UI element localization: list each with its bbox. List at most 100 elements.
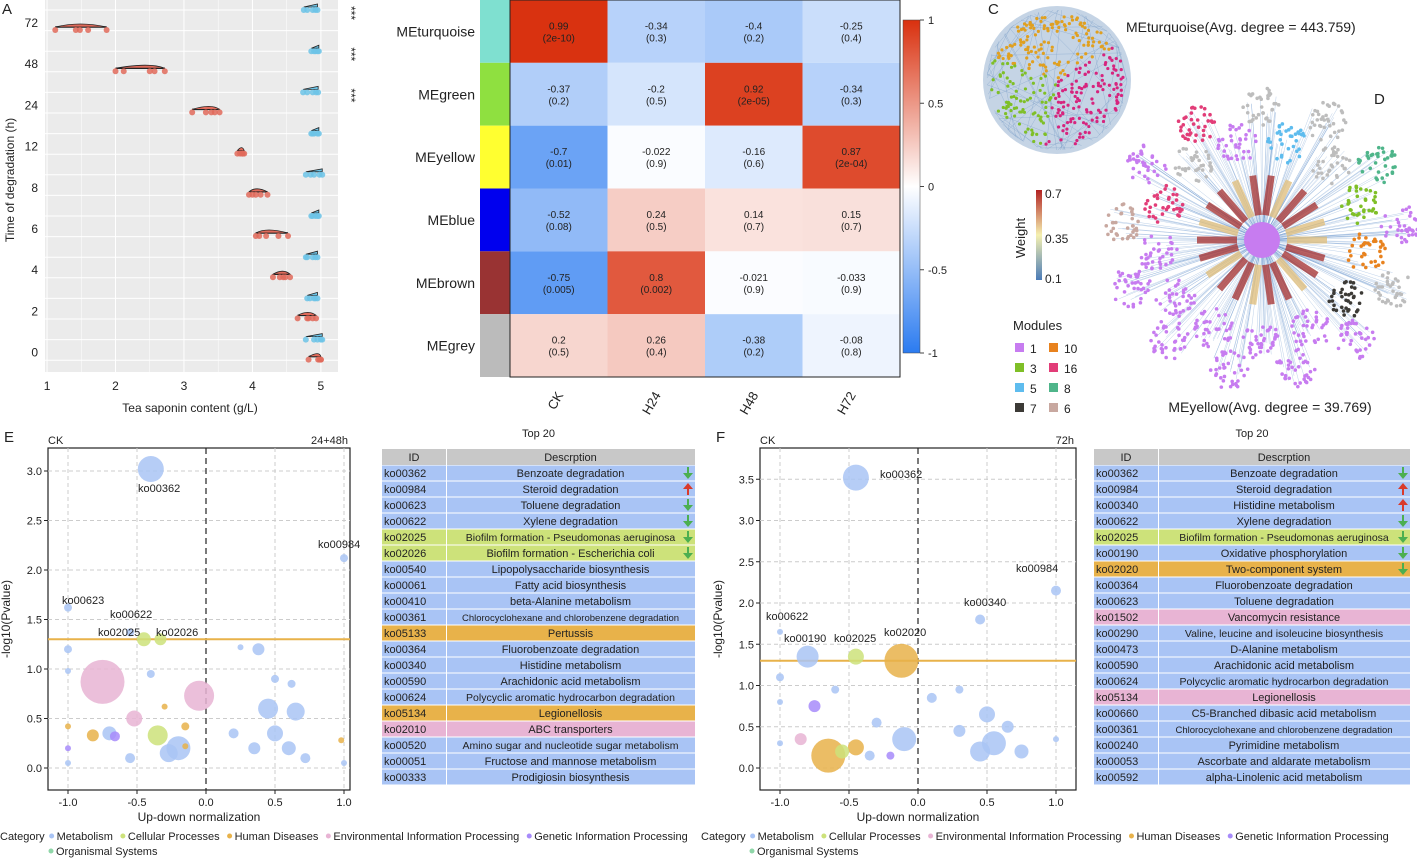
network-edge (1130, 239, 1263, 282)
description-cell (1159, 705, 1410, 721)
bubble-point (80, 659, 125, 704)
bubble-point (287, 679, 296, 688)
id-cell (1094, 625, 1158, 641)
network-node (1160, 350, 1165, 355)
network-node (1032, 45, 1036, 49)
network-node (1166, 247, 1171, 251)
network-edge (1118, 80, 1128, 113)
network-node (1290, 365, 1295, 370)
network-node (1116, 270, 1121, 274)
network-node (1331, 121, 1336, 126)
network-node (1084, 122, 1088, 126)
network-edge (1261, 239, 1399, 283)
point-label: ko00362 (880, 469, 922, 481)
description-cell (447, 593, 695, 609)
network-node (1194, 321, 1198, 326)
table-row: ko00520 Amino sugar and nucleotide sugar … (382, 737, 695, 753)
network-edge (998, 119, 1043, 149)
row-id: ko00592 (1096, 772, 1138, 784)
network-edge (1115, 41, 1117, 44)
network-node (1141, 286, 1146, 291)
panel-letter-a: A (2, 1, 12, 18)
network-node (1208, 134, 1212, 139)
network-node (1054, 114, 1058, 118)
network-node (1321, 148, 1326, 152)
network-node (1275, 360, 1279, 364)
network-node (1185, 299, 1189, 303)
description-cell (1159, 721, 1410, 737)
network-node (1044, 100, 1048, 105)
network-edge (1115, 41, 1124, 104)
network-node (1163, 308, 1168, 312)
network-edge (1010, 132, 1019, 139)
network-node (1146, 288, 1150, 293)
network-node (1136, 286, 1140, 291)
network-node (1234, 127, 1238, 132)
network-edge (1002, 124, 1024, 142)
heatmap-cell (607, 62, 705, 126)
network-node (1301, 131, 1305, 136)
row-label: MEbrown (416, 275, 475, 291)
network-node (1144, 257, 1149, 261)
network-node (1062, 124, 1066, 128)
network-node (1206, 156, 1211, 161)
network-node (1303, 315, 1308, 319)
network-node (1221, 353, 1225, 357)
network-node (1301, 352, 1305, 357)
network-node (1222, 321, 1226, 326)
network-node (1058, 114, 1062, 118)
network-node (1407, 233, 1411, 238)
weight-tick: 0.1 (1045, 272, 1062, 286)
network-node (1132, 286, 1136, 291)
network-node (1043, 132, 1047, 137)
network-node (1374, 211, 1378, 215)
network-node (1214, 367, 1218, 372)
point-label: ko00984 (318, 539, 360, 551)
network-edge (1261, 190, 1374, 241)
id-cell (382, 529, 446, 545)
y-tick-label: 3.0 (739, 516, 754, 528)
row-label: MEyellow (415, 149, 476, 165)
network-node (1331, 307, 1336, 312)
heatmap-cell (705, 0, 803, 63)
network-node (1369, 260, 1373, 264)
bubble-point (182, 743, 189, 750)
network-node (1131, 166, 1136, 171)
network-node (1180, 202, 1185, 207)
heatmap-cell (802, 251, 900, 315)
arrow-down-icon (683, 531, 693, 543)
bubble-point (340, 554, 348, 563)
module-label: 10 (1064, 342, 1078, 356)
network-node (1222, 154, 1226, 158)
network-node (1082, 21, 1087, 25)
network-node (1080, 24, 1084, 28)
network-edge (1141, 155, 1263, 241)
row-id: ko01502 (1096, 612, 1138, 624)
bubble-point (892, 727, 917, 752)
network-node (1050, 45, 1054, 49)
network-node (1379, 239, 1383, 244)
network-node (1077, 70, 1081, 75)
x-tick-label: -1.0 (59, 797, 78, 809)
heatmap-cell (802, 188, 900, 252)
network-edge (1173, 239, 1263, 344)
point-label: ko00362 (138, 483, 180, 495)
network-node (1063, 88, 1068, 92)
network-node (1009, 109, 1013, 113)
network-node (1011, 82, 1015, 86)
network-node (1349, 253, 1353, 258)
legend-marker (325, 833, 331, 839)
cell-pvalue: (2e-04) (835, 159, 867, 170)
network-node (1001, 71, 1005, 75)
id-cell (1094, 673, 1158, 689)
table-row: ko00361 Chlorocyclohexane and chlorobenze… (1094, 721, 1410, 737)
table-row: ko00362 Benzoate degradation (382, 465, 695, 481)
network-node (1026, 127, 1030, 131)
network-node (1130, 216, 1135, 221)
network-edge (1261, 239, 1352, 342)
network-node (1201, 133, 1206, 138)
treatment-point (72, 27, 79, 33)
network-node (1158, 262, 1163, 266)
control-point (315, 89, 322, 96)
network-node (1331, 150, 1336, 154)
